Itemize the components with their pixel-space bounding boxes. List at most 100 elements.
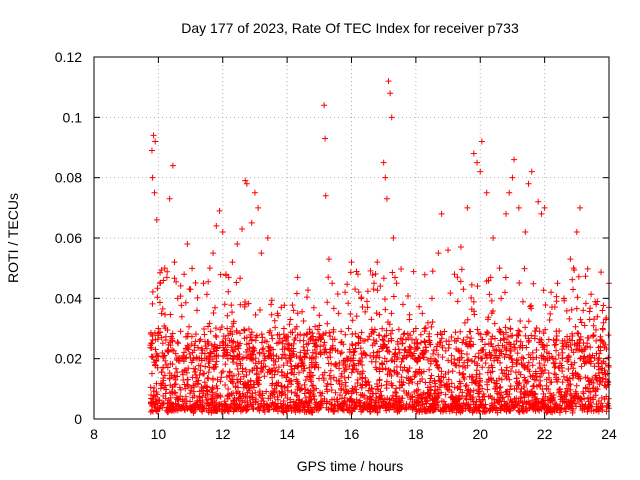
data-point	[400, 331, 407, 338]
data-point	[515, 331, 522, 338]
data-point	[566, 315, 573, 322]
data-point	[504, 388, 511, 395]
data-point	[381, 296, 388, 303]
data-point	[149, 300, 156, 307]
data-point	[519, 354, 526, 361]
data-point	[342, 361, 349, 368]
data-point	[196, 355, 203, 362]
data-point	[167, 311, 174, 318]
data-point	[524, 363, 531, 370]
data-point	[530, 356, 537, 363]
data-point	[557, 402, 564, 409]
data-point	[494, 409, 501, 416]
data-point	[397, 399, 404, 406]
data-point	[345, 407, 352, 414]
data-point	[255, 405, 262, 412]
data-point	[186, 323, 193, 330]
data-point	[179, 396, 186, 403]
data-point	[414, 340, 421, 347]
data-point	[575, 273, 582, 280]
data-point	[414, 380, 421, 387]
data-point	[411, 355, 418, 362]
data-point	[293, 353, 300, 360]
data-point	[147, 384, 154, 391]
data-point	[374, 259, 381, 266]
data-point	[339, 406, 346, 413]
data-point	[301, 365, 308, 372]
x-tick-label: 22	[537, 426, 553, 442]
data-point	[353, 313, 360, 320]
data-point	[210, 250, 217, 257]
data-point	[230, 402, 237, 409]
data-point	[252, 389, 259, 396]
data-point	[493, 346, 500, 353]
data-point	[162, 311, 169, 318]
data-point	[564, 354, 571, 361]
data-point	[386, 348, 393, 355]
data-point	[424, 319, 431, 326]
data-point	[345, 300, 352, 307]
data-point	[272, 324, 279, 331]
data-point	[509, 332, 516, 339]
data-point	[599, 402, 606, 409]
data-point	[212, 332, 219, 339]
data-point	[456, 348, 463, 355]
data-point	[378, 360, 385, 367]
data-point	[350, 361, 357, 368]
data-point	[383, 378, 390, 385]
data-point	[354, 368, 361, 375]
data-point	[578, 363, 585, 370]
data-point	[457, 244, 464, 251]
data-point	[169, 162, 176, 169]
data-point	[578, 319, 585, 326]
data-point	[303, 331, 310, 338]
data-point	[373, 366, 380, 373]
data-point	[218, 374, 225, 381]
data-point	[192, 279, 199, 286]
data-point	[466, 404, 473, 411]
y-tick-label: 0.04	[55, 290, 82, 306]
data-point	[596, 350, 603, 357]
data-point	[428, 372, 435, 379]
data-point	[342, 331, 349, 338]
data-point	[258, 368, 265, 375]
data-point	[589, 385, 596, 392]
data-point	[297, 337, 303, 344]
data-point	[175, 355, 182, 362]
data-point	[563, 307, 570, 314]
data-point	[528, 168, 535, 175]
data-point	[321, 339, 328, 346]
data-point	[590, 331, 597, 338]
data-point	[253, 371, 260, 378]
data-point	[385, 366, 392, 373]
data-point	[284, 360, 291, 367]
data-point	[536, 407, 543, 414]
data-point	[369, 271, 376, 278]
data-point	[250, 405, 257, 412]
data-point	[525, 338, 532, 345]
data-point	[435, 250, 442, 257]
data-point	[379, 396, 386, 403]
data-point	[469, 409, 476, 416]
data-point	[317, 350, 324, 357]
data-point	[484, 386, 491, 393]
data-point	[588, 354, 595, 361]
data-point	[393, 369, 400, 376]
data-point	[439, 354, 446, 361]
data-point	[577, 204, 584, 211]
data-point	[184, 342, 191, 349]
data-point	[503, 367, 510, 374]
y-tick-label: 0.08	[55, 170, 82, 186]
data-point	[321, 102, 328, 109]
data-point	[346, 363, 353, 370]
data-point	[580, 355, 587, 362]
data-point	[280, 362, 287, 369]
data-point	[464, 362, 471, 369]
data-point	[552, 356, 559, 363]
data-point	[422, 324, 429, 331]
data-point	[429, 405, 436, 412]
data-point	[587, 394, 594, 401]
data-point	[461, 375, 468, 382]
data-point	[237, 301, 244, 308]
data-point	[336, 377, 343, 384]
